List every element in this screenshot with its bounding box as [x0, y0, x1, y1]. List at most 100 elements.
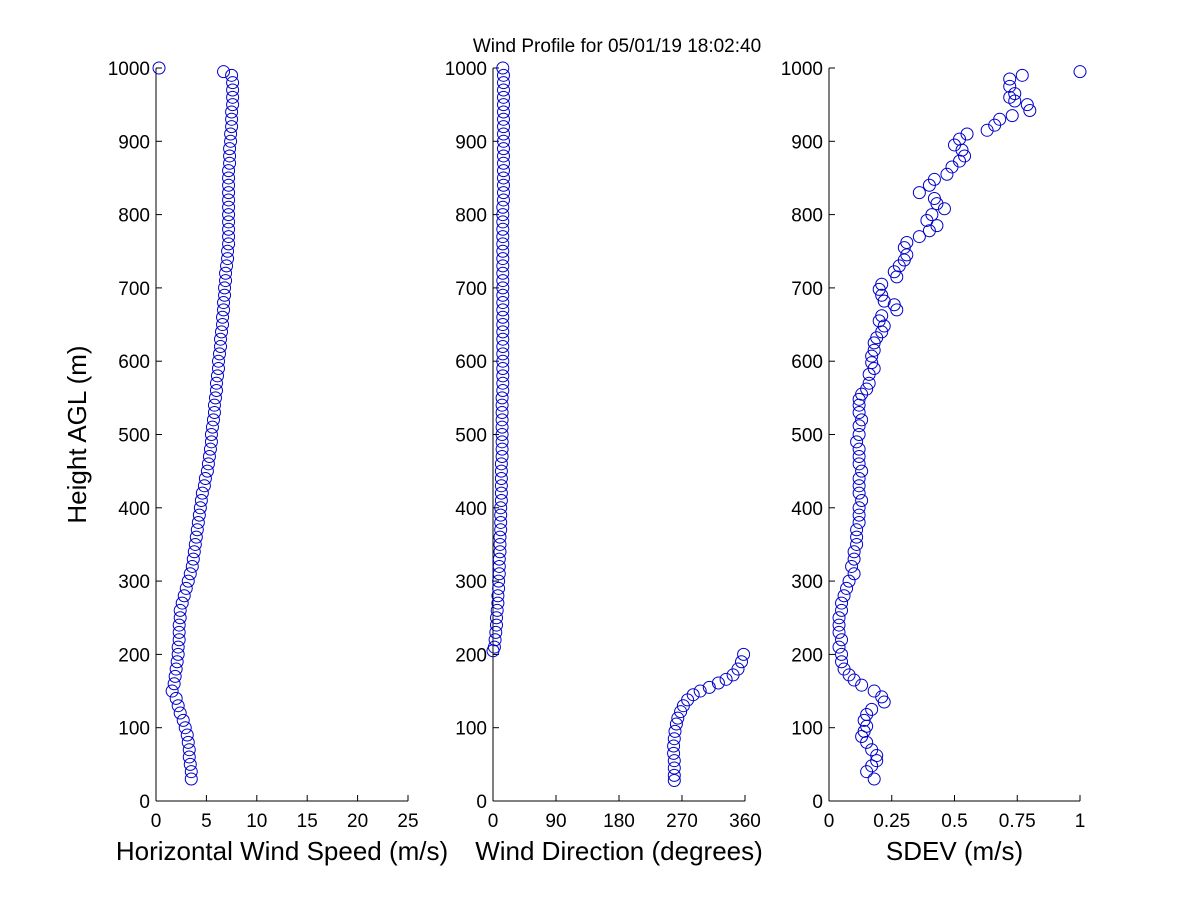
direction-data-point — [495, 406, 509, 420]
speed-data-point — [225, 105, 239, 119]
speed-data-point — [173, 611, 187, 625]
sdev-data-point — [870, 749, 884, 763]
sdev-data-point — [852, 392, 866, 406]
direction-data-point — [489, 625, 503, 639]
direction-y-tick-label: 900 — [455, 132, 487, 153]
direction-data-point — [702, 680, 716, 694]
direction-data-point — [667, 739, 681, 753]
direction-data-point — [496, 354, 510, 368]
speed-data-point — [206, 413, 220, 427]
direction-x-axis-label: Wind Direction (degrees) — [475, 836, 763, 866]
speed-data-point — [186, 552, 200, 566]
direction-data-point — [496, 230, 510, 244]
speed-data-point — [167, 677, 181, 691]
direction-data-point — [493, 545, 507, 559]
sdev-data-point — [860, 765, 874, 779]
speed-data-point — [222, 208, 236, 222]
direction-data-point — [496, 237, 510, 251]
direction-data-point — [496, 310, 510, 324]
direction-data-point — [496, 376, 510, 390]
direction-data-point — [669, 717, 683, 731]
speed-data-point — [205, 420, 219, 434]
direction-y-tick-label: 400 — [455, 499, 487, 520]
speed-data-point — [182, 743, 196, 757]
sdev-data-point — [852, 471, 866, 485]
direction-data-point — [496, 296, 510, 310]
direction-data-point — [494, 471, 508, 485]
speed-data-point — [224, 134, 238, 148]
speed-data-point — [169, 691, 183, 705]
direction-data-point — [668, 724, 682, 738]
sdev-y-tick-label: 600 — [791, 352, 823, 373]
speed-y-tick-label: 1000 — [108, 59, 150, 80]
direction-data-point — [719, 672, 733, 686]
direction-data-point — [497, 178, 510, 192]
speed-data-point — [222, 171, 236, 185]
speed-data-point — [222, 237, 236, 251]
sdev-data-point — [847, 552, 861, 566]
sdev-data-point — [875, 288, 889, 302]
sdev-data-point — [867, 772, 881, 786]
direction-y-tick-label: 1000 — [445, 59, 487, 80]
sdev-data-point — [948, 138, 961, 152]
direction-data-point — [497, 90, 510, 104]
speed-data-point — [209, 384, 223, 398]
sdev-data-point — [842, 574, 856, 588]
sdev-data-point — [1005, 109, 1019, 123]
sdev-data-point — [1073, 65, 1087, 79]
direction-data-point — [495, 428, 509, 441]
direction-data-point — [496, 347, 510, 361]
direction-y-tick-label: 800 — [455, 206, 487, 227]
sdev-data-point — [852, 515, 866, 529]
direction-data-point — [495, 398, 509, 412]
sdev-data-point — [877, 319, 891, 333]
direction-data-point — [496, 208, 510, 222]
direction-data-point — [497, 127, 510, 141]
sdev-data-point — [860, 735, 874, 749]
speed-data-point — [216, 318, 230, 332]
sdev-data-point — [855, 678, 869, 692]
speed-data-point — [214, 332, 228, 346]
sdev-data-point — [988, 118, 1002, 132]
speed-data-point — [222, 230, 236, 244]
sdev-y-tick-label: 200 — [791, 645, 823, 666]
speed-data-point — [183, 757, 197, 771]
sdev-data-point — [850, 530, 864, 544]
speed-data-point — [170, 655, 184, 669]
sdev-data-point — [867, 343, 881, 357]
sdev-data-point — [845, 559, 859, 573]
direction-data-point — [667, 754, 681, 768]
direction-data-point — [492, 567, 506, 581]
speed-data-point — [172, 633, 186, 647]
sdev-x-tick-label: 1 — [1075, 811, 1086, 832]
speed-data-point — [181, 574, 195, 588]
sdev-data-point — [852, 508, 866, 522]
sdev-data-point — [835, 655, 849, 669]
direction-data-point — [496, 274, 510, 288]
speed-data-point — [190, 523, 204, 537]
speed-data-point — [189, 530, 203, 544]
speed-data-point — [226, 90, 240, 104]
speed-data-point — [171, 640, 185, 654]
sdev-data-point — [930, 197, 944, 211]
direction-data-point — [497, 68, 510, 82]
direction-y-tick-label: 0 — [476, 792, 487, 813]
speed-data-point — [194, 493, 208, 507]
sdev-x-tick-label: 0 — [824, 811, 835, 832]
speed-data-point — [210, 369, 224, 383]
sdev-data-point — [847, 545, 861, 559]
speed-data-point — [182, 750, 196, 764]
direction-y-tick-label: 100 — [455, 719, 487, 740]
direction-data-point — [496, 259, 510, 273]
sdev-y-tick-label: 700 — [791, 279, 823, 300]
sdev-data-point — [847, 673, 861, 687]
sdev-data-point — [852, 428, 866, 441]
direction-data-point — [496, 303, 510, 317]
sdev-y-tick-label: 300 — [791, 572, 823, 593]
direction-data-point — [497, 171, 510, 185]
speed-data-point — [181, 735, 195, 749]
direction-markers — [486, 61, 751, 787]
panel-sdev: 0 100 200 300 400 500 600 700 800 900 1000 0 0.25 0.5… — [781, 59, 1087, 866]
sdev-data-point — [835, 647, 849, 661]
